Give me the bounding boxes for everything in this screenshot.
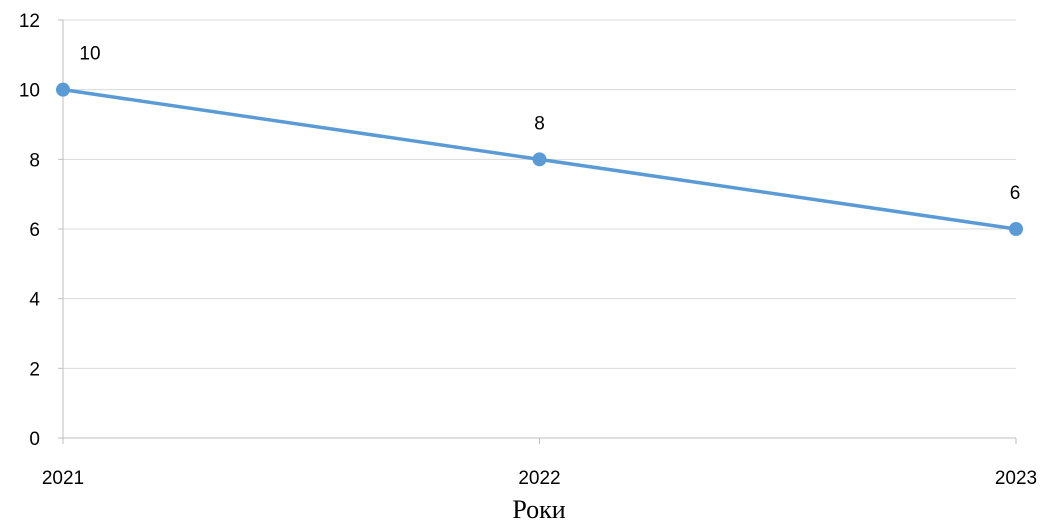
series [56,82,1023,236]
y-tick-label: 8 [29,150,40,171]
x-tick-label: 2021 [42,468,84,489]
y-tick-label: 2 [29,359,40,380]
x-tick-labels: 2021 2022 2023 [42,468,1037,489]
x-tick-label: 2023 [995,468,1037,489]
y-tick-labels: 0 2 4 6 8 10 12 [19,11,41,450]
gridlines [63,19,1016,369]
y-tick-label: 10 [19,81,40,102]
y-tick-label: 0 [29,429,40,450]
y-tick-label: 12 [19,11,40,32]
y-tick-label: 4 [29,290,40,311]
data-label: 10 [79,44,100,65]
data-point [532,152,547,167]
data-label: 8 [534,113,545,134]
data-labels: 10 8 6 [79,44,1020,204]
data-label: 6 [1010,183,1021,204]
data-point [56,82,70,97]
x-axis-title: Роки [512,495,565,524]
data-point [1009,222,1023,236]
axes [58,19,1017,444]
x-tick-label: 2022 [518,468,560,489]
y-tick-label: 6 [29,220,40,241]
